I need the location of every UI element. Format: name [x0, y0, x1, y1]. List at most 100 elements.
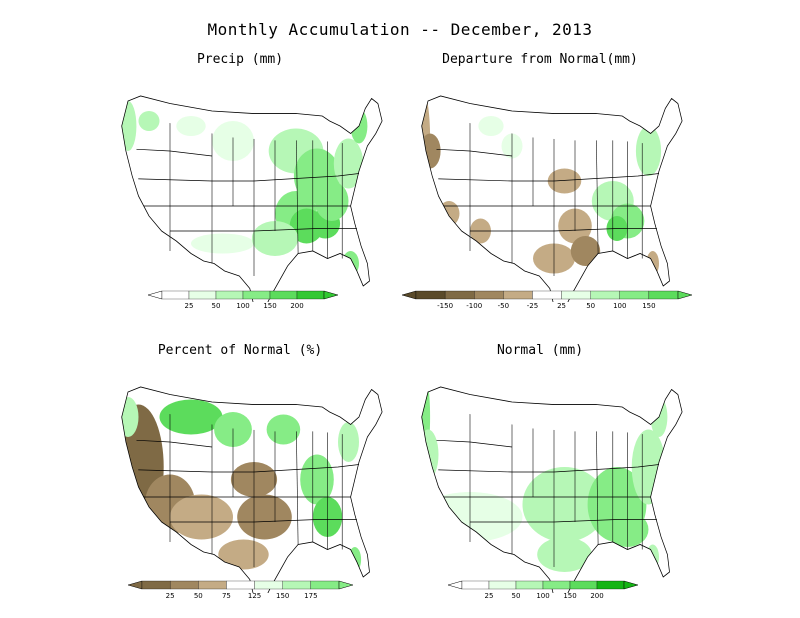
colorbar-tick-label: 100: [613, 302, 626, 310]
state-boundary: [595, 118, 599, 254]
colorbar-segment: [515, 580, 544, 590]
shaded-region: [522, 467, 607, 542]
shaded-region: [218, 539, 269, 570]
shaded-region: [176, 116, 206, 136]
percent-panel: Percent of Normal (%): [95, 343, 385, 593]
colorbar-segment: [310, 580, 340, 590]
colorbar-tick-label: 100: [536, 592, 549, 600]
us-outline: [421, 386, 683, 593]
colorbar-segment: [596, 580, 625, 590]
colorbar-tick-label: 50: [512, 592, 521, 600]
departure-colorbar: -150 -100 -50 -25 25 50 100 150: [401, 290, 693, 318]
colorbar-tick-label: -150: [437, 302, 453, 310]
colorbar-segment: [561, 290, 591, 300]
colorbar-segment: [569, 580, 598, 590]
colorbar-segment: [254, 580, 283, 590]
shaded-region: [121, 101, 137, 151]
colorbar-segment: [169, 580, 199, 590]
colorbar-segment: [282, 580, 312, 590]
colorbar-tick-label: 150: [563, 592, 576, 600]
colorbar-segment: [461, 580, 490, 590]
precip-map: [121, 95, 383, 302]
shaded-region: [421, 429, 439, 480]
colorbar-arrow-right: [338, 580, 354, 590]
state-boundary: [135, 439, 213, 448]
shaded-region: [237, 494, 292, 540]
colorbar-segment: [161, 290, 190, 300]
colorbar-tick-label: 50: [586, 302, 595, 310]
colorbar-segment: [542, 580, 571, 590]
colorbar-tick-label: 200: [290, 302, 303, 310]
colorbar-tick-label: 50: [212, 302, 221, 310]
state-boundary: [135, 148, 213, 157]
shaded-region: [170, 494, 233, 540]
percent-colorbar: 25 50 75 125 150 175: [127, 580, 354, 608]
colorbar-segment: [503, 290, 533, 300]
panel-title: Precip (mm): [194, 52, 286, 67]
colorbar-tick-label: 150: [276, 592, 289, 600]
colorbar-tick-label: 25: [185, 302, 194, 310]
shaded-region: [300, 454, 334, 505]
shaded-region: [478, 116, 504, 136]
normal-colorbar: 25 50 100 150 200: [447, 580, 639, 608]
colorbar-tick-label: 25: [166, 592, 175, 600]
colorbar-arrow-right: [623, 580, 639, 590]
shaded-region: [438, 201, 460, 226]
colorbar-segment: [141, 580, 171, 590]
colorbar-tick-label: 125: [248, 592, 261, 600]
panel-title: Percent of Normal (%): [155, 343, 325, 358]
colorbar-segment: [648, 290, 679, 300]
colorbar-segment: [226, 580, 255, 590]
colorbar-tick-label: 100: [236, 302, 249, 310]
shaded-region: [342, 251, 359, 276]
shaded-region: [314, 181, 349, 221]
colorbar-segment: [415, 290, 446, 300]
panel-title: Normal (mm): [494, 343, 586, 358]
colorbar-tick-label: 200: [590, 592, 603, 600]
colorbar-segment: [269, 290, 298, 300]
state-boundary: [469, 228, 657, 232]
colorbar-tick-label: 75: [222, 592, 231, 600]
shaded-region: [333, 138, 364, 189]
colorbar-tick-label: 25: [485, 592, 494, 600]
colorbar-segment: [296, 290, 325, 300]
colorbar-tick-label: 150: [263, 302, 276, 310]
shaded-region: [421, 133, 441, 169]
normal-panel: Normal (mm): [395, 343, 685, 593]
shaded-region: [191, 233, 254, 254]
percent-map: [121, 386, 383, 593]
colorbar-tick-label: 50: [194, 592, 203, 600]
colorbar-segment: [215, 290, 244, 300]
colorbar-tick-label: -100: [466, 302, 482, 310]
colorbar-segment: [444, 290, 475, 300]
colorbar-segment: [242, 290, 271, 300]
colorbar-tick-label: -25: [527, 302, 538, 310]
us-outline: [121, 386, 383, 593]
shaded-region: [266, 414, 301, 445]
colorbar-arrow-right: [677, 290, 693, 300]
precip-panel: Precip (mm): [95, 52, 385, 302]
us-outline: [421, 95, 683, 302]
state-boundary: [169, 228, 357, 232]
state-boundary: [435, 173, 660, 182]
colorbar-segment: [188, 290, 217, 300]
colorbar-tick-label: -50: [498, 302, 509, 310]
normal-map: [421, 386, 683, 593]
shaded-region: [537, 537, 592, 572]
colorbar-tick-label: 25: [557, 302, 566, 310]
panel-title: Departure from Normal(mm): [440, 52, 640, 67]
colorbar-segment: [590, 290, 620, 300]
state-boundary: [435, 148, 513, 157]
us-outline: [121, 95, 383, 302]
main-title: Monthly Accumulation -- December, 2013: [207, 20, 593, 39]
shaded-region: [121, 397, 139, 437]
colorbar-segment: [532, 290, 562, 300]
precip-colorbar: 25 50 100 150 200: [147, 290, 339, 318]
state-boundary: [469, 519, 657, 523]
colorbar-segment: [488, 580, 517, 590]
colorbar-segment: [619, 290, 650, 300]
state-boundary: [435, 439, 513, 448]
colorbar-arrow-right: [323, 290, 339, 300]
shaded-region: [570, 236, 601, 266]
colorbar-arrow-left: [147, 290, 163, 300]
